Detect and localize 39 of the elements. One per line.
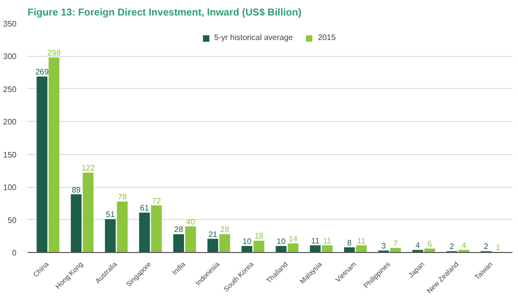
data-label: 8 (347, 238, 352, 248)
data-label: 14 (288, 234, 298, 244)
y-tick-label: 250 (3, 84, 18, 94)
data-label: 298 (47, 48, 62, 58)
y-tick-label: 0 (12, 248, 18, 258)
chart-title: Figure 13: Foreign Direct Investment, Inward (US$ Billion) (28, 8, 302, 18)
data-label: 18 (254, 232, 264, 241)
data-label: 2 (450, 242, 455, 252)
data-label: 11 (311, 236, 320, 246)
data-label: 10 (242, 236, 252, 246)
y-tick-label: 50 (8, 216, 18, 225)
data-label: 11 (323, 236, 332, 246)
data-label: 72 (152, 196, 162, 206)
y-tick-label: 350 (3, 20, 18, 28)
data-label: 3 (381, 242, 386, 251)
data-label: 122 (81, 164, 96, 173)
data-label: 51 (106, 210, 116, 220)
y-tick-label: 100 (3, 183, 18, 192)
data-label: 1 (496, 242, 501, 252)
y-tick-label: 300 (3, 52, 18, 62)
data-label: 28 (220, 225, 230, 234)
data-label: 4 (415, 240, 420, 250)
data-label: 10 (276, 236, 286, 246)
data-label: 78 (118, 192, 128, 202)
y-tick-label: 200 (3, 118, 18, 127)
data-label: 7 (393, 238, 398, 248)
data-label: 21 (208, 230, 218, 239)
data-label: 89 (72, 185, 82, 194)
data-label: 2 (484, 242, 489, 252)
legend-label: 2015 (318, 33, 337, 42)
data-label: 61 (140, 204, 150, 213)
y-tick-label: 150 (3, 150, 18, 160)
data-label: 4 (462, 240, 467, 250)
data-label: 40 (186, 217, 196, 226)
data-label: 11 (357, 236, 366, 246)
legend-label: 5-yr historical average (214, 33, 293, 42)
data-label: 269 (35, 67, 50, 76)
data-label: 6 (427, 240, 432, 249)
data-label: 28 (174, 225, 184, 234)
